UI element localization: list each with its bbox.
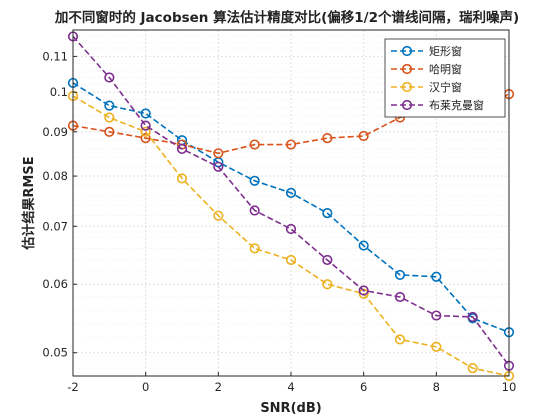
x-tick-label: 6 bbox=[360, 380, 367, 394]
legend-marker bbox=[401, 99, 413, 111]
series-line bbox=[72, 35, 510, 367]
data-point bbox=[322, 207, 333, 219]
legend-entry: 哈明窗 bbox=[391, 62, 462, 76]
data-point bbox=[249, 205, 260, 216]
x-axis-label: SNR(dB) bbox=[260, 401, 321, 416]
legend-box bbox=[384, 38, 506, 118]
data-point bbox=[104, 126, 115, 137]
x-tick-label: 2 bbox=[215, 380, 222, 394]
data-point bbox=[322, 254, 333, 266]
data-point bbox=[394, 334, 406, 345]
y-axis-label: 估计结果RMSE bbox=[21, 156, 37, 250]
data-point bbox=[285, 139, 297, 150]
y-tick-label: 0.07 bbox=[42, 219, 68, 233]
y-tick-label: 0.08 bbox=[42, 169, 68, 183]
legend-entry: 矩形窗 bbox=[391, 44, 462, 58]
y-tick-label: 0.06 bbox=[42, 277, 68, 291]
data-point bbox=[140, 126, 151, 137]
data-point bbox=[358, 285, 369, 296]
data-point bbox=[140, 133, 151, 144]
legend-marker bbox=[401, 81, 413, 93]
series-line bbox=[72, 82, 510, 334]
series-layer bbox=[67, 31, 515, 382]
data-point bbox=[176, 143, 188, 155]
data-point bbox=[285, 254, 297, 266]
data-point bbox=[249, 139, 260, 150]
data-point bbox=[140, 108, 151, 119]
legend-entry: 布莱克曼窗 bbox=[391, 98, 484, 112]
data-point bbox=[213, 148, 224, 159]
data-point bbox=[322, 279, 333, 290]
data-point bbox=[249, 243, 260, 254]
data-point bbox=[104, 100, 115, 111]
series-4 bbox=[67, 31, 515, 371]
data-point bbox=[213, 161, 224, 172]
legend-label: 矩形窗 bbox=[429, 44, 462, 58]
data-point bbox=[285, 187, 297, 198]
legend-entry: 汉宁窗 bbox=[391, 80, 462, 94]
data-point bbox=[104, 72, 115, 83]
y-tick-label: 0.05 bbox=[42, 346, 68, 360]
y-tick-label: 0.09 bbox=[42, 125, 68, 139]
y-tick-label: 0.1 bbox=[50, 85, 68, 99]
data-point bbox=[431, 341, 442, 352]
legend-label: 布莱克曼窗 bbox=[429, 98, 484, 112]
series-line bbox=[72, 95, 510, 377]
legend-marker bbox=[401, 45, 413, 57]
data-point bbox=[285, 223, 297, 235]
y-tick-label: 0.11 bbox=[42, 49, 68, 63]
data-point bbox=[104, 112, 115, 123]
legend-label: 汉宁窗 bbox=[429, 80, 462, 94]
data-point bbox=[467, 311, 478, 323]
tick-layer: -2 0 2 4 6 8 10 0.05 0.06 0.07 0.08 0.09 0.1 0.11 bbox=[42, 49, 516, 394]
data-point bbox=[176, 173, 188, 184]
data-point bbox=[467, 362, 478, 374]
x-tick-label: 4 bbox=[287, 380, 294, 394]
x-tick-label: -2 bbox=[67, 380, 78, 394]
data-point bbox=[213, 210, 224, 221]
legend-label: 哈明窗 bbox=[429, 62, 462, 76]
data-point bbox=[431, 271, 442, 282]
x-tick-label: 0 bbox=[142, 380, 149, 394]
data-point bbox=[358, 240, 369, 251]
legend-marker bbox=[401, 63, 413, 75]
data-point bbox=[322, 133, 333, 144]
data-point bbox=[140, 120, 151, 131]
data-point bbox=[358, 130, 369, 142]
data-point bbox=[431, 310, 442, 321]
data-point bbox=[249, 175, 260, 186]
x-tick-label: 10 bbox=[502, 380, 517, 394]
x-tick-label: 8 bbox=[433, 380, 440, 394]
chart-title: 加不同窗时的 Jacobsen 算法估计精度对比(偏移1/2个谱线间隔，瑞利噪声… bbox=[54, 9, 519, 26]
data-point bbox=[394, 291, 406, 303]
data-point bbox=[394, 269, 406, 281]
